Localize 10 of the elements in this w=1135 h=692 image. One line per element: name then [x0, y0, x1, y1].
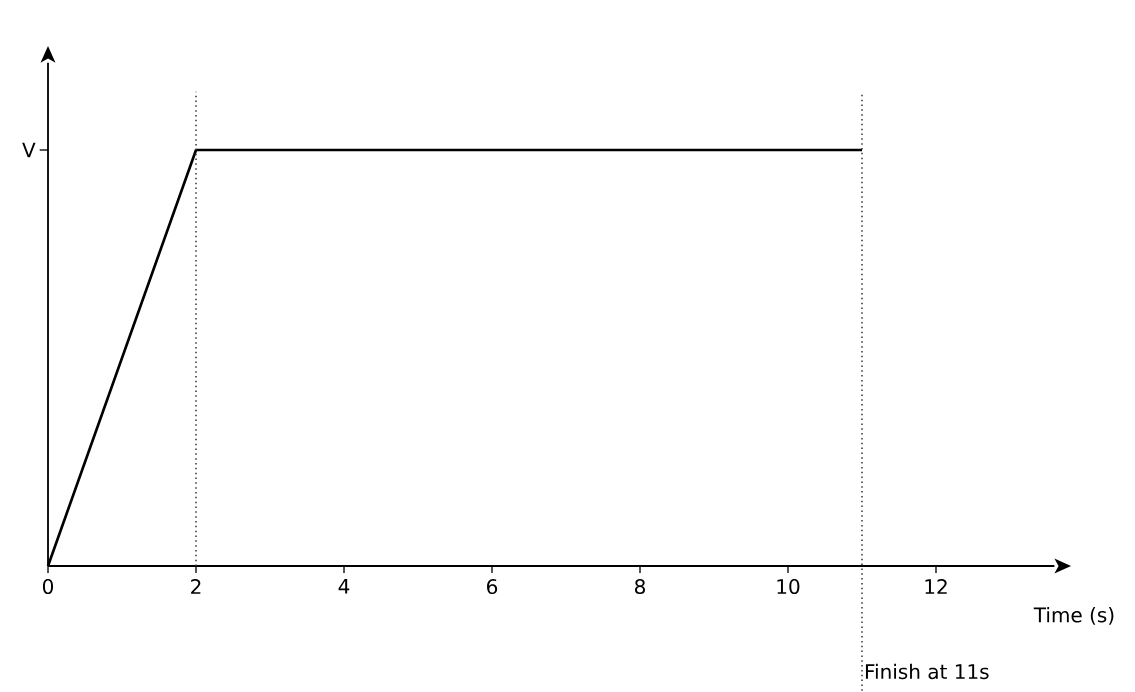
x-tick-label: 2 — [191, 578, 201, 594]
x-axis-title: Time (s) — [1033, 607, 1114, 625]
ref-line-label: Finish at 11s — [865, 663, 989, 680]
x-tick-label: 6 — [487, 578, 498, 595]
x-tick-label: 0 — [42, 578, 54, 595]
text: V — [22, 142, 36, 158]
x-tick-label: 4 — [338, 578, 350, 594]
x-tick-label: 12 — [925, 578, 947, 594]
x-tick-label: 10 — [777, 578, 800, 595]
x-tick-label: 8 — [635, 578, 645, 595]
